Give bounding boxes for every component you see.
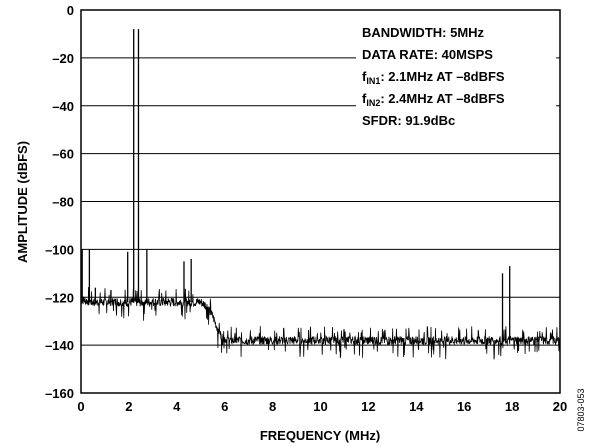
y-tick-label: –100 [45,242,74,257]
annotation-line: BANDWIDTH: 5MHz [362,25,485,40]
y-tick-label: 0 [67,3,74,18]
y-axis-title: AMPLITUDE (dBFS) [15,141,30,263]
annotation-line: fIN1: 2.1MHz AT –8dBFS [362,69,505,86]
y-tick-label: –80 [52,195,74,210]
y-tick-label: –120 [45,290,74,305]
annotation-line: DATA RATE: 40MSPS [362,47,493,62]
y-tick-label: –40 [52,99,74,114]
grid-lines [81,57,560,346]
x-tick-label: 4 [173,399,181,414]
annotation-background [356,18,556,124]
annotation-line: fIN2: 2.4MHz AT –8dBFS [362,91,505,108]
spectrum-trace [80,29,561,360]
noise-floor [80,286,561,360]
x-tick-label: 12 [361,399,375,414]
y-tick-label: –60 [52,147,74,162]
annotation-block: BANDWIDTH: 5MHz DATA RATE: 40MSPS fIN1: 2.… [356,18,556,128]
x-tick-label: 2 [125,399,132,414]
y-tick-label: –20 [52,51,74,66]
x-tick-label: 8 [269,399,276,414]
x-tick-label: 10 [313,399,327,414]
x-tick-label: 20 [553,399,567,414]
x-tick-label: 0 [77,399,84,414]
x-tick-label: 16 [457,399,471,414]
x-axis-title: FREQUENCY (MHz) [260,428,380,443]
x-tick-label: 18 [505,399,519,414]
annotation-line: SFDR: 91.9dBc [362,113,455,128]
x-tick-label: 14 [409,399,424,414]
figure-id: 07803-053 [576,388,586,431]
y-tick-label: –160 [45,386,74,401]
y-tick-label: –140 [45,338,74,353]
x-tick-label: 6 [221,399,228,414]
plot-frame [80,9,561,394]
